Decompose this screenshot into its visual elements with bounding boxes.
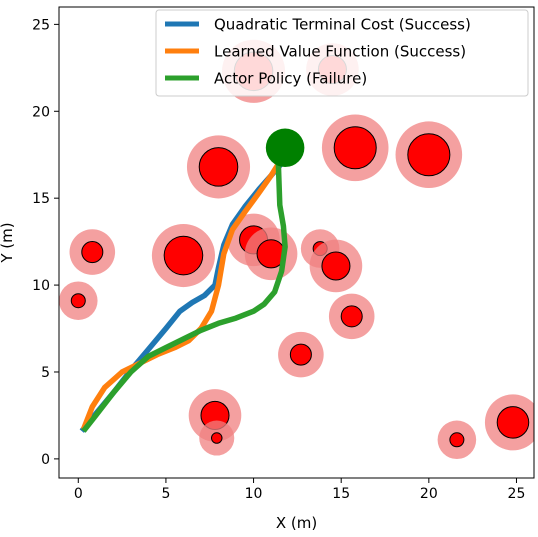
x-axis-ticks: 0 5 10 15 20 25 xyxy=(74,478,526,502)
series-layer xyxy=(79,156,288,433)
obstacle-3 xyxy=(321,114,389,182)
obstacle-core xyxy=(81,241,104,264)
x-axis-label: X (m) xyxy=(276,514,317,532)
obstacle-11 xyxy=(59,281,98,321)
legend-label-actor: Actor Policy (Failure) xyxy=(214,70,367,88)
goal-layer xyxy=(265,128,305,168)
y-tick-label: 0 xyxy=(41,452,50,468)
y-tick-label: 20 xyxy=(32,104,50,120)
obstacle-12 xyxy=(328,293,375,340)
obstacle-2 xyxy=(186,135,251,199)
obstacle-8 xyxy=(244,227,298,281)
x-tick-label: 0 xyxy=(74,486,83,502)
y-tick-label: 15 xyxy=(32,191,50,207)
obstacle-5 xyxy=(69,229,116,275)
x-tick-label: 20 xyxy=(420,486,438,502)
x-tick-label: 25 xyxy=(508,486,526,502)
obstacle-core xyxy=(407,133,451,177)
goal-marker xyxy=(265,128,305,168)
obstacle-4 xyxy=(395,121,463,189)
obstacle-6 xyxy=(151,223,215,288)
y-tick-label: 5 xyxy=(41,365,50,381)
obstacle-core xyxy=(449,432,465,448)
legend-box xyxy=(155,9,529,97)
x-tick-label: 10 xyxy=(245,486,263,502)
y-axis-ticks: 0 5 10 15 20 25 xyxy=(32,17,59,468)
legend-label-learned: Learned Value Function (Success) xyxy=(214,43,466,61)
y-tick-label: 10 xyxy=(32,278,50,294)
plot-frame xyxy=(58,6,535,479)
obstacle-15 xyxy=(199,420,235,456)
obstacle-core xyxy=(333,126,377,170)
obstacle-core xyxy=(210,432,223,444)
legend: Quadratic Terminal Cost (Success) Learne… xyxy=(155,9,529,97)
obstacle-13 xyxy=(278,331,324,378)
obstacle-core xyxy=(163,235,204,276)
obstacle-core xyxy=(198,147,239,187)
obstacle-core xyxy=(340,305,363,328)
x-tick-label: 5 xyxy=(161,486,170,502)
y-axis-label: Y (m) xyxy=(0,222,16,263)
y-tick-label: 25 xyxy=(32,17,50,33)
legend-label-quadratic: Quadratic Terminal Cost (Success) xyxy=(214,16,471,34)
obstacle-core xyxy=(70,293,86,309)
x-tick-label: 15 xyxy=(332,486,350,502)
obstacle-17 xyxy=(484,394,534,451)
series-line-actor xyxy=(81,156,288,433)
obstacle-16 xyxy=(437,420,477,460)
obstacle-core xyxy=(321,251,351,281)
obstacle-core xyxy=(496,406,530,439)
obstacle-10 xyxy=(309,239,363,293)
obstacle-core xyxy=(289,343,312,366)
